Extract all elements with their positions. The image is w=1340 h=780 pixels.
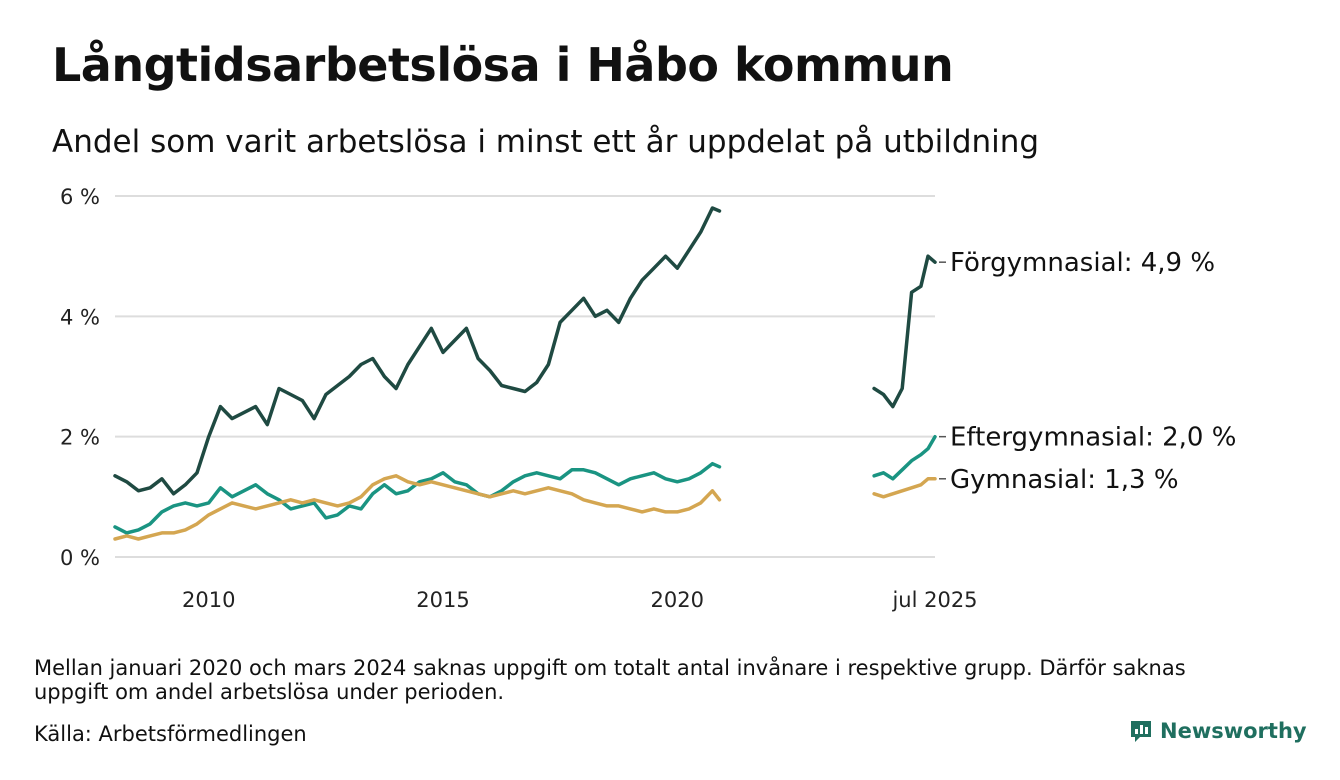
chart-subtitle: Andel som varit arbetslösa i minst ett å…	[52, 124, 1040, 160]
series-line-forgymnasial	[872, 254, 937, 409]
x-tick-label: 2020	[651, 588, 704, 612]
y-tick-label: 2 %	[60, 426, 100, 450]
chart-title: Långtidsarbetslösa i Håbo kommun	[52, 38, 954, 92]
x-tick-label: 2010	[182, 588, 235, 612]
series-label-forgymnasial: Förgymnasial: 4,9 %	[950, 248, 1215, 278]
y-tick-label: 4 %	[60, 305, 100, 329]
logo-text: Newsworthy	[1160, 719, 1307, 743]
series-line-gymnasial	[113, 474, 722, 541]
series-label-gymnasial: Gymnasial: 1,3 %	[950, 465, 1179, 495]
newsworthy-logo[interactable]: Newsworthy	[1128, 718, 1307, 744]
y-tick-label: 6 %	[60, 185, 100, 209]
series-line-eftergymnasial	[113, 461, 722, 535]
x-tick-label: 2015	[416, 588, 469, 612]
source-text: Källa: Arbetsförmedlingen	[34, 722, 307, 746]
series-line-forgymnasial	[113, 206, 722, 496]
logo-icon	[1131, 721, 1151, 742]
footnote: Mellan januari 2020 och mars 2024 saknas…	[34, 656, 1186, 704]
series-line-gymnasial	[872, 477, 937, 499]
series-label-eftergymnasial: Eftergymnasial: 2,0 %	[950, 423, 1236, 453]
series-line-eftergymnasial	[872, 434, 937, 481]
line-chart: 0 % 2 % 4 % 6 % 2010 2015 2020 jul 2025 Förgymna…	[60, 185, 1236, 612]
x-tick-label: jul 2025	[891, 588, 977, 612]
y-tick-label: 0 %	[60, 546, 100, 570]
